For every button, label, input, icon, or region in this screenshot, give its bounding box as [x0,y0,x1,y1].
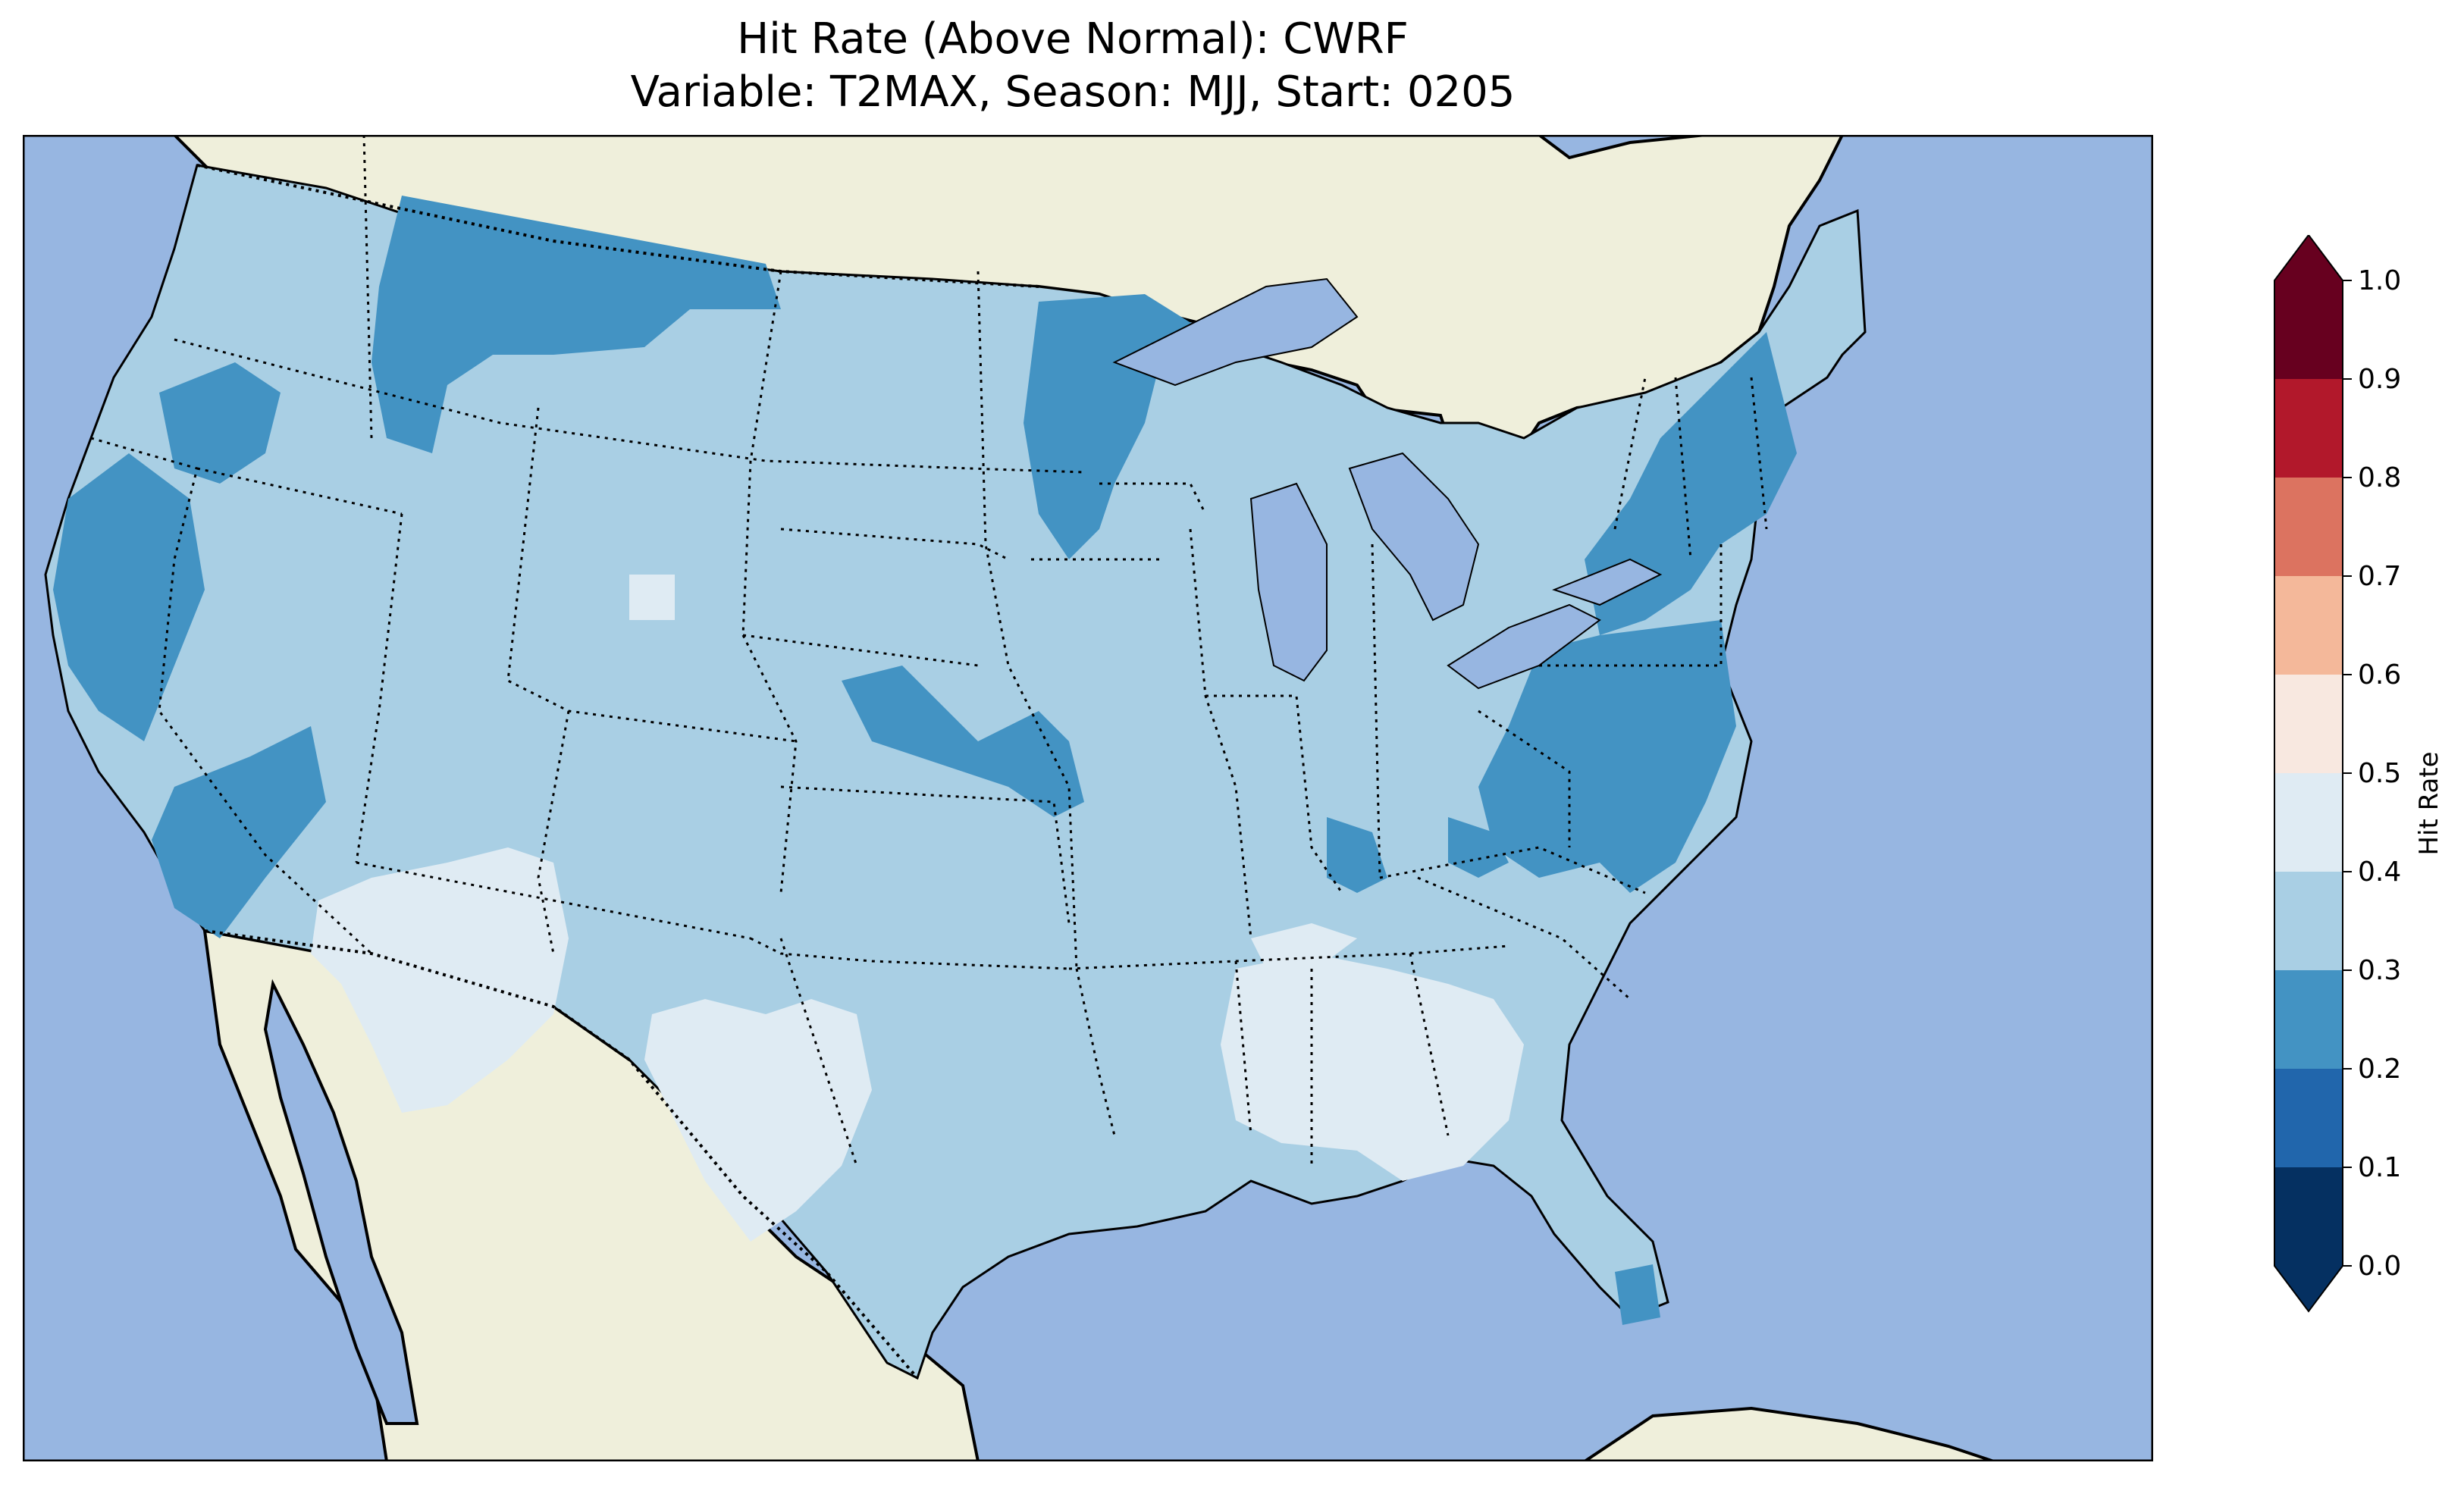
colorbar-extend-max [2274,235,2343,280]
colorbar-segments [2274,235,2343,1313]
colorbar-tick-label: 0.6 [2358,659,2401,691]
colorbar-segment [2274,773,2343,872]
colorbar-extend-min [2274,1266,2343,1311]
map-panel [23,135,2153,1461]
colorbar-ticks: 0.0 0.1 0.2 0.3 0.4 0.5 0.6 0.7 0.8 0.9 1.0 [2343,265,2401,1282]
colorbar-segment [2274,379,2343,478]
country-borders [196,164,1039,1380]
colorbar-tick-label: 0.0 [2358,1251,2401,1282]
map-frame [23,135,2153,1461]
great-lakes [1112,277,1663,690]
chart-title-line-2: Variable: T2MAX, Season: MJJ, Start: 020… [630,67,1516,117]
colorbar-tick-label: 0.7 [2358,561,2401,592]
colorbar-tick-label: 0.5 [2358,758,2401,789]
cuba-land [1582,1406,1995,1461]
colorbar-tick-label: 0.9 [2358,364,2401,395]
colorbar-tick-label: 0.8 [2358,462,2401,493]
colorbar-tick-label: 0.2 [2358,1054,2401,1085]
colorbar-segment [2274,280,2343,379]
chart-title-line-1: Hit Rate (Above Normal): CWRF [737,14,1409,64]
colorbar-tick-label: 1.0 [2358,265,2401,296]
colorbar-label: Hit Rate [2414,751,2444,855]
hit-rate-0.2-0.3-regions [53,196,1797,1325]
colorbar-segment [2274,478,2343,576]
colorbar-segment [2274,970,2343,1069]
colorbar-tick-label: 0.3 [2358,955,2401,986]
state-boundaries [90,135,1768,1167]
colorbar-segment [2274,1167,2343,1266]
colorbar: 0.0 0.1 0.2 0.3 0.4 0.5 0.6 0.7 0.8 0.9 1.0 Hit Ra… [2274,235,2444,1313]
colorbar-tick-label: 0.4 [2358,857,2401,888]
gulf-of-california [263,979,419,1425]
colorbar-segment [2274,1069,2343,1167]
colorbar-segment [2274,675,2343,773]
colorbar-segment [2274,576,2343,675]
colorbar-tick-label: 0.1 [2358,1152,2401,1183]
hit-rate-0.4-0.5-regions [311,575,1524,1242]
colorbar-segment [2274,872,2343,970]
